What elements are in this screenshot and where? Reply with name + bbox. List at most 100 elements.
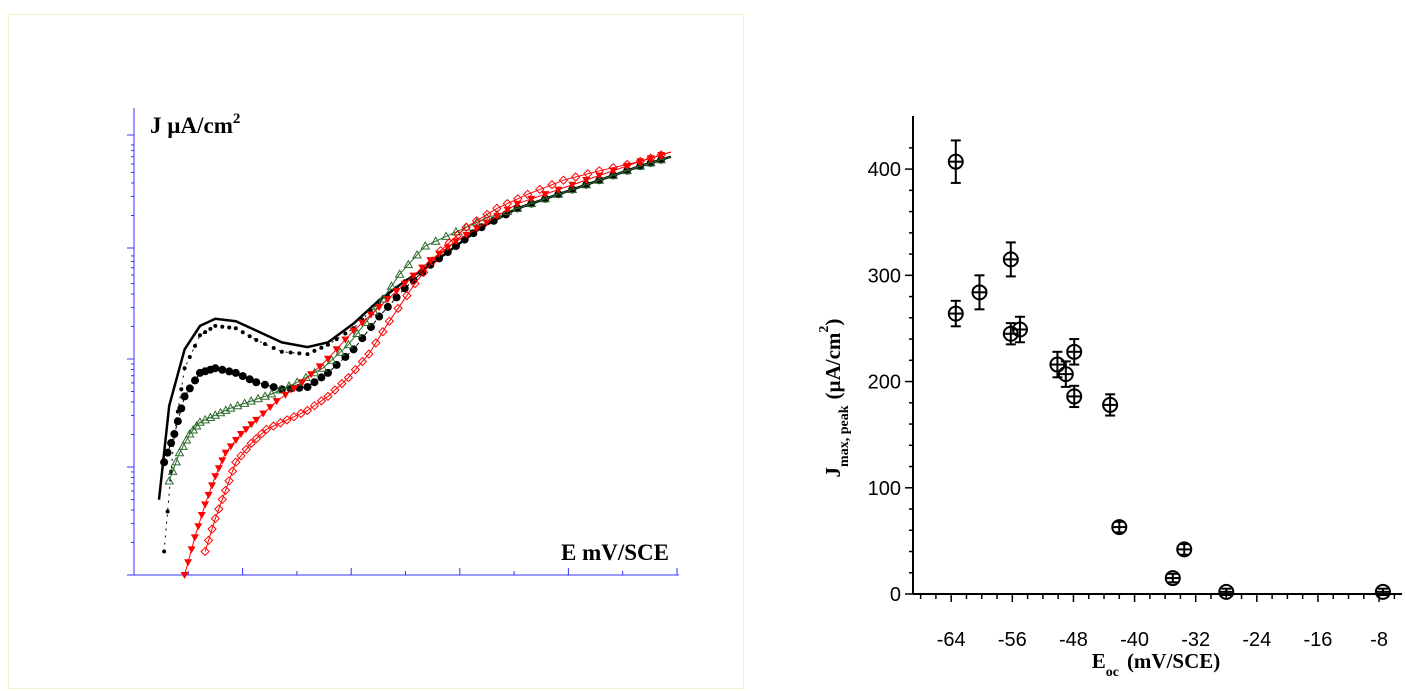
left-series-filled-triangle <box>281 391 290 399</box>
left-series-open-diamond <box>410 278 420 289</box>
left-series-line <box>204 151 672 552</box>
left-series-dot <box>165 509 170 514</box>
left-series-open-diamond <box>309 400 320 411</box>
left-series-filled-circle <box>167 439 176 448</box>
left-series-filled-circle <box>238 372 247 381</box>
left-series-filled-circle <box>332 360 341 369</box>
left-series-filled-triangle <box>503 206 512 214</box>
left-series-dot <box>288 350 293 355</box>
left-series-open-triangle <box>377 294 388 303</box>
left-series-filled-triangle <box>451 238 460 246</box>
right-data-point <box>1057 360 1074 388</box>
left-series-open-triangle <box>394 269 405 278</box>
right-y-tick-label: 300 <box>868 265 901 287</box>
left-series-open-diamond <box>371 338 381 348</box>
left-series-filled-circle <box>160 458 169 467</box>
left-series-dot <box>262 341 267 346</box>
point-marker <box>1066 343 1083 360</box>
left-series-open-diamond <box>461 222 471 232</box>
left-series-open-diamond <box>236 451 246 461</box>
left-series-open-diamond <box>251 433 262 444</box>
left-series-filled-triangle <box>236 431 245 438</box>
left-series-filled-circle <box>225 367 234 376</box>
left-series-dot <box>227 325 232 330</box>
left-series-filled-circle <box>191 376 200 385</box>
left-series-open-diamond <box>471 216 482 226</box>
left-y-axis-label: J µA/cm2 <box>150 111 240 138</box>
left-series-dot <box>213 323 218 328</box>
left-series-open-triangle <box>512 203 523 212</box>
left-series-filled-circle <box>231 368 240 377</box>
left-series-filled-circle <box>260 380 269 389</box>
left-series-open-diamond <box>393 303 403 314</box>
left-series-open-triangle <box>181 435 192 444</box>
left-series-filled-circle <box>400 284 409 293</box>
left-chart-axes <box>127 108 679 576</box>
left-series-open-diamond <box>207 524 217 534</box>
left-series-filled-triangle <box>400 280 409 288</box>
left-series-dot <box>305 352 310 357</box>
left-series-filled-triangle <box>341 336 350 344</box>
left-series-open-diamond <box>558 175 569 185</box>
left-series-dot <box>343 331 348 336</box>
left-series-filled-triangle <box>184 559 193 567</box>
left-series-dot <box>254 338 259 342</box>
left-series-filled-triangle <box>358 319 367 327</box>
left-series-open-diamond <box>275 418 286 428</box>
left-series-filled-triangle <box>315 363 324 371</box>
right-data-point <box>947 139 964 184</box>
left-series-open-triangle <box>352 328 363 338</box>
right-data-point <box>1218 583 1235 600</box>
right-y-tick-label: 400 <box>868 159 901 181</box>
left-series-open-triangle <box>645 157 656 167</box>
left-series-open-triangle <box>656 154 667 164</box>
left-series-open-diamond <box>378 327 388 337</box>
left-series-filled-triangle <box>366 311 375 319</box>
left-series-filled-triangle <box>194 523 203 531</box>
left-series-dot <box>325 342 330 347</box>
left-series-dot <box>220 324 225 329</box>
right-data-point <box>1066 338 1083 366</box>
left-series-dot <box>203 330 208 335</box>
left-series-open-diamond <box>200 546 210 557</box>
right-chart-axes: 0 100 200 300 400 -64 -56 -48 -40 -32 -24 -16 -8 <box>868 116 1402 651</box>
right-data-point <box>1002 322 1019 346</box>
left-series-open-diamond <box>330 385 340 395</box>
point-marker <box>1176 541 1193 558</box>
left-series-filled-circle <box>349 345 358 354</box>
left-series-open-triangle <box>608 170 619 179</box>
left-series-open-triangle <box>343 339 354 349</box>
left-series-line <box>163 156 672 552</box>
left-series-dot <box>187 355 192 360</box>
left-series-filled-triangle <box>307 371 316 379</box>
right-data-point <box>1164 570 1181 587</box>
left-series-line <box>163 156 672 463</box>
left-series-dot <box>319 345 324 350</box>
right-data-point <box>947 299 964 328</box>
left-series-open-diamond <box>220 485 231 496</box>
left-series-open-triangle <box>260 391 270 400</box>
left-series-open-triangle <box>335 347 346 356</box>
left-series-filled-circle <box>375 312 384 321</box>
left-series-open-diamond <box>547 180 557 190</box>
left-series-filled-circle <box>245 375 254 384</box>
left-series-filled-triangle <box>226 443 235 451</box>
left-series-filled-triangle <box>204 491 213 499</box>
left-series-filled-circle <box>211 364 220 373</box>
left-series-open-diamond <box>492 203 502 214</box>
left-series-open-diamond <box>343 372 354 383</box>
left-series-dot <box>247 334 252 339</box>
right-x-tick-label: -8 <box>1370 629 1388 651</box>
left-series-filled-triangle <box>349 327 358 335</box>
left-series-filled-triangle <box>482 219 491 227</box>
left-chart: J µA/cm2 E mV/SCE <box>127 108 679 579</box>
left-series-open-diamond <box>214 504 224 514</box>
point-marker <box>1102 396 1119 413</box>
right-y-tick-label: 0 <box>890 584 901 606</box>
left-series-open-triangle <box>403 259 414 269</box>
left-series-open-triangle <box>178 441 188 450</box>
left-series-open-diamond <box>337 378 347 389</box>
left-series-filled-triangle <box>418 264 427 272</box>
left-series-filled-circle <box>185 384 194 393</box>
left-series-line <box>168 156 672 482</box>
